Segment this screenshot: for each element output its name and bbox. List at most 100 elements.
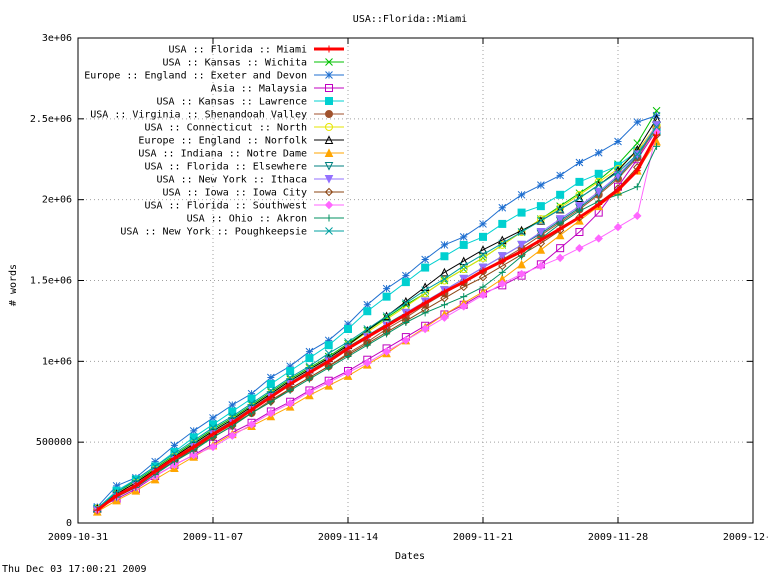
legend-label: USA :: New York :: Poughkeepsie (120, 227, 307, 238)
data-point (459, 282, 468, 292)
data-point (286, 373, 294, 382)
data-point (402, 299, 410, 307)
data-point (594, 169, 603, 178)
data-point (575, 228, 584, 236)
data-point (459, 232, 468, 241)
data-point (614, 186, 622, 194)
data-point (151, 467, 159, 475)
legend-label: USA :: New York :: Ithaca (156, 175, 307, 186)
data-point (325, 84, 333, 92)
data-point (614, 168, 622, 177)
data-point (633, 150, 642, 159)
x-tick-label: 2009-11-28 (588, 532, 648, 543)
data-point (324, 200, 334, 210)
data-point (556, 190, 565, 199)
data-point (478, 290, 488, 300)
data-point (440, 301, 448, 309)
legend-label: USA :: Florida :: Elsewhere (144, 162, 307, 173)
legend-label: USA :: Kansas :: Lawrence (156, 97, 307, 108)
data-point (248, 406, 256, 414)
data-point (401, 278, 410, 287)
data-point (383, 330, 391, 338)
series-14 (93, 123, 661, 513)
data-point (305, 375, 313, 383)
data-point (325, 58, 333, 66)
data-point (325, 123, 333, 131)
x-tick-label: 2009-11-21 (453, 532, 513, 543)
data-point (382, 292, 391, 301)
y-axis-label: # words (8, 264, 19, 306)
series-0 (93, 131, 661, 514)
data-point (382, 347, 391, 356)
series-group (92, 106, 661, 516)
data-point (266, 379, 275, 388)
x-tick-label: 2009-11-14 (318, 532, 378, 543)
data-point (208, 442, 218, 452)
data-point (440, 252, 449, 261)
data-point (325, 357, 333, 365)
data-point (575, 193, 584, 203)
data-point (537, 236, 545, 244)
data-point (497, 252, 507, 261)
data-point (363, 358, 372, 368)
data-point (594, 181, 603, 189)
data-point (382, 311, 391, 321)
data-point (440, 275, 449, 283)
data-point (517, 208, 526, 217)
data-point (382, 284, 391, 293)
series-line (96, 134, 658, 512)
legend-label: Europe :: England :: Exeter and Devon (84, 71, 307, 82)
legend-label: USA :: Kansas :: Wichita (163, 58, 308, 69)
data-point (633, 211, 642, 221)
legend-label: USA :: Virginia :: Shenandoah Valley (90, 110, 307, 121)
data-point (653, 142, 661, 150)
data-point (459, 256, 469, 266)
data-point (267, 373, 275, 382)
data-point (478, 273, 488, 282)
data-point (267, 386, 275, 395)
data-point (305, 347, 314, 356)
data-point (420, 324, 430, 334)
legend-label: USA :: Florida :: Southwest (144, 201, 307, 212)
data-point (267, 393, 275, 401)
data-point (247, 420, 256, 429)
data-point (325, 71, 333, 79)
data-point (324, 336, 333, 345)
data-point (517, 240, 526, 250)
data-point (479, 232, 487, 241)
data-point (536, 228, 546, 237)
data-point (556, 244, 565, 253)
data-point (498, 268, 506, 276)
series-line (97, 131, 658, 511)
data-point (479, 220, 487, 228)
data-point (498, 279, 507, 288)
data-point (112, 481, 121, 490)
data-point (478, 245, 488, 254)
data-point (479, 250, 487, 259)
data-point (343, 368, 353, 377)
x-tick-label: 2009-12-05 (723, 532, 768, 543)
data-point (325, 45, 333, 53)
data-point (479, 267, 487, 275)
y-tick-label: 500000 (36, 437, 72, 448)
data-point (344, 320, 352, 329)
data-point (575, 194, 584, 202)
data-point (421, 299, 429, 307)
data-point (498, 203, 507, 212)
data-point (575, 202, 584, 211)
data-point (363, 341, 371, 349)
data-point (440, 288, 448, 296)
x-tick-label: 2009-11-07 (183, 532, 243, 543)
chart-title: USA::Florida::Miami (353, 14, 467, 25)
data-point (209, 414, 217, 422)
data-point (93, 506, 101, 514)
data-point (536, 245, 546, 254)
data-point (460, 293, 468, 301)
data-point (266, 408, 276, 418)
data-point (247, 389, 256, 398)
x-axis: 2009-10-31 2009-11-07 2009-11-14 2009-11-21… (48, 38, 768, 543)
data-point (652, 123, 661, 131)
data-point (421, 309, 429, 317)
data-point (325, 364, 333, 372)
